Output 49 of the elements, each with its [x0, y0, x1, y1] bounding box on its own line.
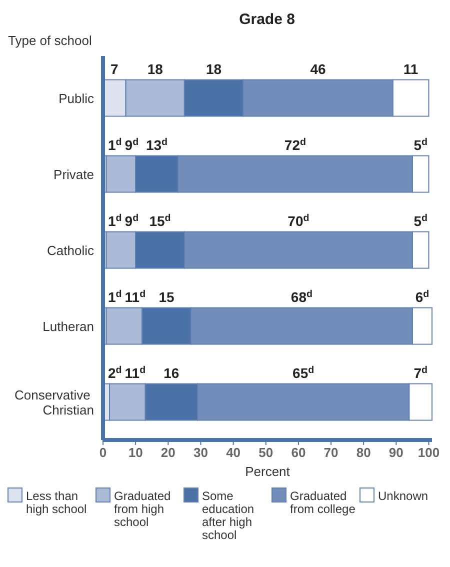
- data-label: 70$^{d}$: [288, 212, 310, 229]
- x-tick-label: 60: [291, 445, 306, 460]
- legend-label: Graduated from high school: [114, 489, 174, 529]
- data-label: 2$^{d}$: [108, 364, 122, 381]
- data-label: 1$^{d}$: [108, 136, 122, 153]
- x-tick-label: 0: [99, 445, 107, 460]
- y-tick-label: Conservative Christian: [14, 388, 94, 418]
- x-tick-label: 90: [388, 445, 404, 460]
- y-tick-label: Private: [54, 167, 94, 182]
- data-label: 11: [403, 60, 418, 77]
- x-tick-label: 80: [356, 445, 371, 460]
- x-tick-label: 40: [226, 445, 241, 460]
- x-tick-label: 10: [128, 445, 143, 460]
- data-label: 65$^{d}$: [292, 364, 314, 381]
- data-label: 15$^{d}$: [149, 212, 171, 229]
- x-axis-title: Percent: [245, 464, 290, 479]
- x-tick-label: 20: [160, 445, 176, 460]
- x-tick-label: 30: [193, 445, 208, 460]
- data-label: 7: [110, 60, 119, 77]
- x-tick-label: 100: [418, 445, 440, 460]
- legend-label: Unknown: [378, 489, 428, 503]
- data-label: 46: [310, 60, 326, 77]
- data-label: 6$^{d}$: [415, 288, 430, 305]
- data-label: 16: [164, 364, 180, 381]
- y-tick-label: Catholic: [47, 243, 94, 258]
- legend-label: Less than high school: [26, 489, 87, 516]
- data-label: 11$^{d}$: [124, 364, 146, 381]
- data-label: 15: [158, 288, 175, 305]
- data-label: 68$^{d}$: [290, 288, 312, 305]
- data-label: 1$^{d}$: [108, 288, 122, 305]
- legend-label: Some education after high school: [202, 489, 258, 542]
- data-label: 72$^{d}$: [284, 136, 306, 153]
- y-axis-title: Type of school: [8, 33, 92, 48]
- x-tick-label: 70: [324, 445, 338, 460]
- legend-label: Graduated from college: [290, 489, 356, 516]
- chart-title: Grade 8: [239, 11, 295, 28]
- y-tick-label: Public: [58, 91, 94, 106]
- data-label: 5$^{d}$: [414, 136, 428, 153]
- data-label: 9$^{d}$: [124, 136, 139, 153]
- y-tick-label: Lutheran: [42, 319, 94, 334]
- x-tick-label: 50: [258, 445, 274, 460]
- data-label: 9$^{d}$: [124, 212, 139, 229]
- data-label: 18: [206, 60, 222, 77]
- data-label: 13$^{d}$: [146, 136, 168, 153]
- data-label: 1$^{d}$: [108, 212, 122, 229]
- data-label: 11$^{d}$: [124, 288, 146, 305]
- data-label: 5$^{d}$: [414, 212, 428, 229]
- data-label: 7$^{d}$: [414, 364, 428, 381]
- data-label: 18: [147, 60, 164, 77]
